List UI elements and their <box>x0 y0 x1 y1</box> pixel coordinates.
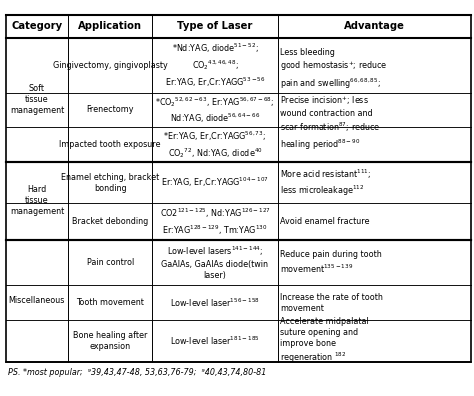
Text: Pain control: Pain control <box>87 258 134 267</box>
Text: More acid resistant$^{111}$;
less microleakage$^{112}$: More acid resistant$^{111}$; less microl… <box>280 167 372 198</box>
Text: Less bleeding
good hemostasis$^{+}$; reduce
pain and swelling$^{66,68,85}$;
Prec: Less bleeding good hemostasis$^{+}$; red… <box>280 48 388 152</box>
Text: Avoid enamel fracture: Avoid enamel fracture <box>280 217 370 226</box>
Text: Enamel etching, bracket
bonding: Enamel etching, bracket bonding <box>61 173 159 192</box>
Text: Hard
tissue
management: Hard tissue management <box>10 185 64 216</box>
Text: Impacted tooth exposure: Impacted tooth exposure <box>59 140 161 149</box>
Text: Low-level laser$^{156-158}$: Low-level laser$^{156-158}$ <box>170 297 260 309</box>
Text: Tooth movement: Tooth movement <box>76 298 144 307</box>
Text: *CO$_2$$^{52,62-63}$, Er:YAG$^{56,67-68}$;
Nd:YAG, diode$^{56,64-66}$: *CO$_2$$^{52,62-63}$, Er:YAG$^{56,67-68}… <box>155 95 274 125</box>
Text: Er:YAG, Er,Cr:YAGG$^{104-107}$: Er:YAG, Er,Cr:YAGG$^{104-107}$ <box>161 176 269 189</box>
Text: PS. *most popular;  ⁹39,43,47-48, 53,63,76-79;  ⁹40,43,74,80-81: PS. *most popular; ⁹39,43,47-48, 53,63,7… <box>8 367 266 377</box>
Bar <box>6 15 471 362</box>
Text: CO2$^{121-125}$, Nd:YAG$^{126-127}$
Er:YAG$^{128-129}$, Tm:YAG$^{130}$: CO2$^{121-125}$, Nd:YAG$^{126-127}$ Er:Y… <box>160 207 270 236</box>
Text: Bone healing after
expansion: Bone healing after expansion <box>73 331 147 351</box>
Text: Increase the rate of tooth
movement: Increase the rate of tooth movement <box>280 293 383 313</box>
Text: *Nd:YAG, diode$^{51-52}$;
CO$_2$$^{43,46,48}$;
Er:YAG, Er,Cr:YAGG$^{53-56}$: *Nd:YAG, diode$^{51-52}$; CO$_2$$^{43,46… <box>164 42 265 89</box>
Text: Miscellaneous: Miscellaneous <box>9 296 65 305</box>
Text: Low-level lasers$^{141-144}$;
GaAlAs, GaAlAs diode(twin
laser): Low-level lasers$^{141-144}$; GaAlAs, Ga… <box>162 245 268 280</box>
Text: *Er:YAG, Er,Cr:YAGG$^{56,73}$;
CO$_2$$^{72}$, Nd:YAG, diode$^{40}$: *Er:YAG, Er,Cr:YAGG$^{56,73}$; CO$_2$$^{… <box>164 129 266 160</box>
Text: Reduce pain during tooth
movement$^{135-139}$: Reduce pain during tooth movement$^{135-… <box>280 250 382 275</box>
Text: Gingivectomy, gingivoplasty: Gingivectomy, gingivoplasty <box>53 61 168 70</box>
Text: Frenectomy: Frenectomy <box>86 105 134 114</box>
Text: Application: Application <box>78 21 142 31</box>
Text: Accelerate midpalatal
suture opening and
improve bone
regeneration $^{182}$: Accelerate midpalatal suture opening and… <box>280 316 369 365</box>
Text: Type of Laser: Type of Laser <box>177 21 253 31</box>
Text: Category: Category <box>11 21 63 31</box>
Text: Advantage: Advantage <box>344 21 405 31</box>
Text: Bracket debonding: Bracket debonding <box>72 217 148 226</box>
Text: Soft
tissue
management: Soft tissue management <box>10 84 64 115</box>
Text: Low-level laser$^{181-185}$: Low-level laser$^{181-185}$ <box>170 335 260 347</box>
